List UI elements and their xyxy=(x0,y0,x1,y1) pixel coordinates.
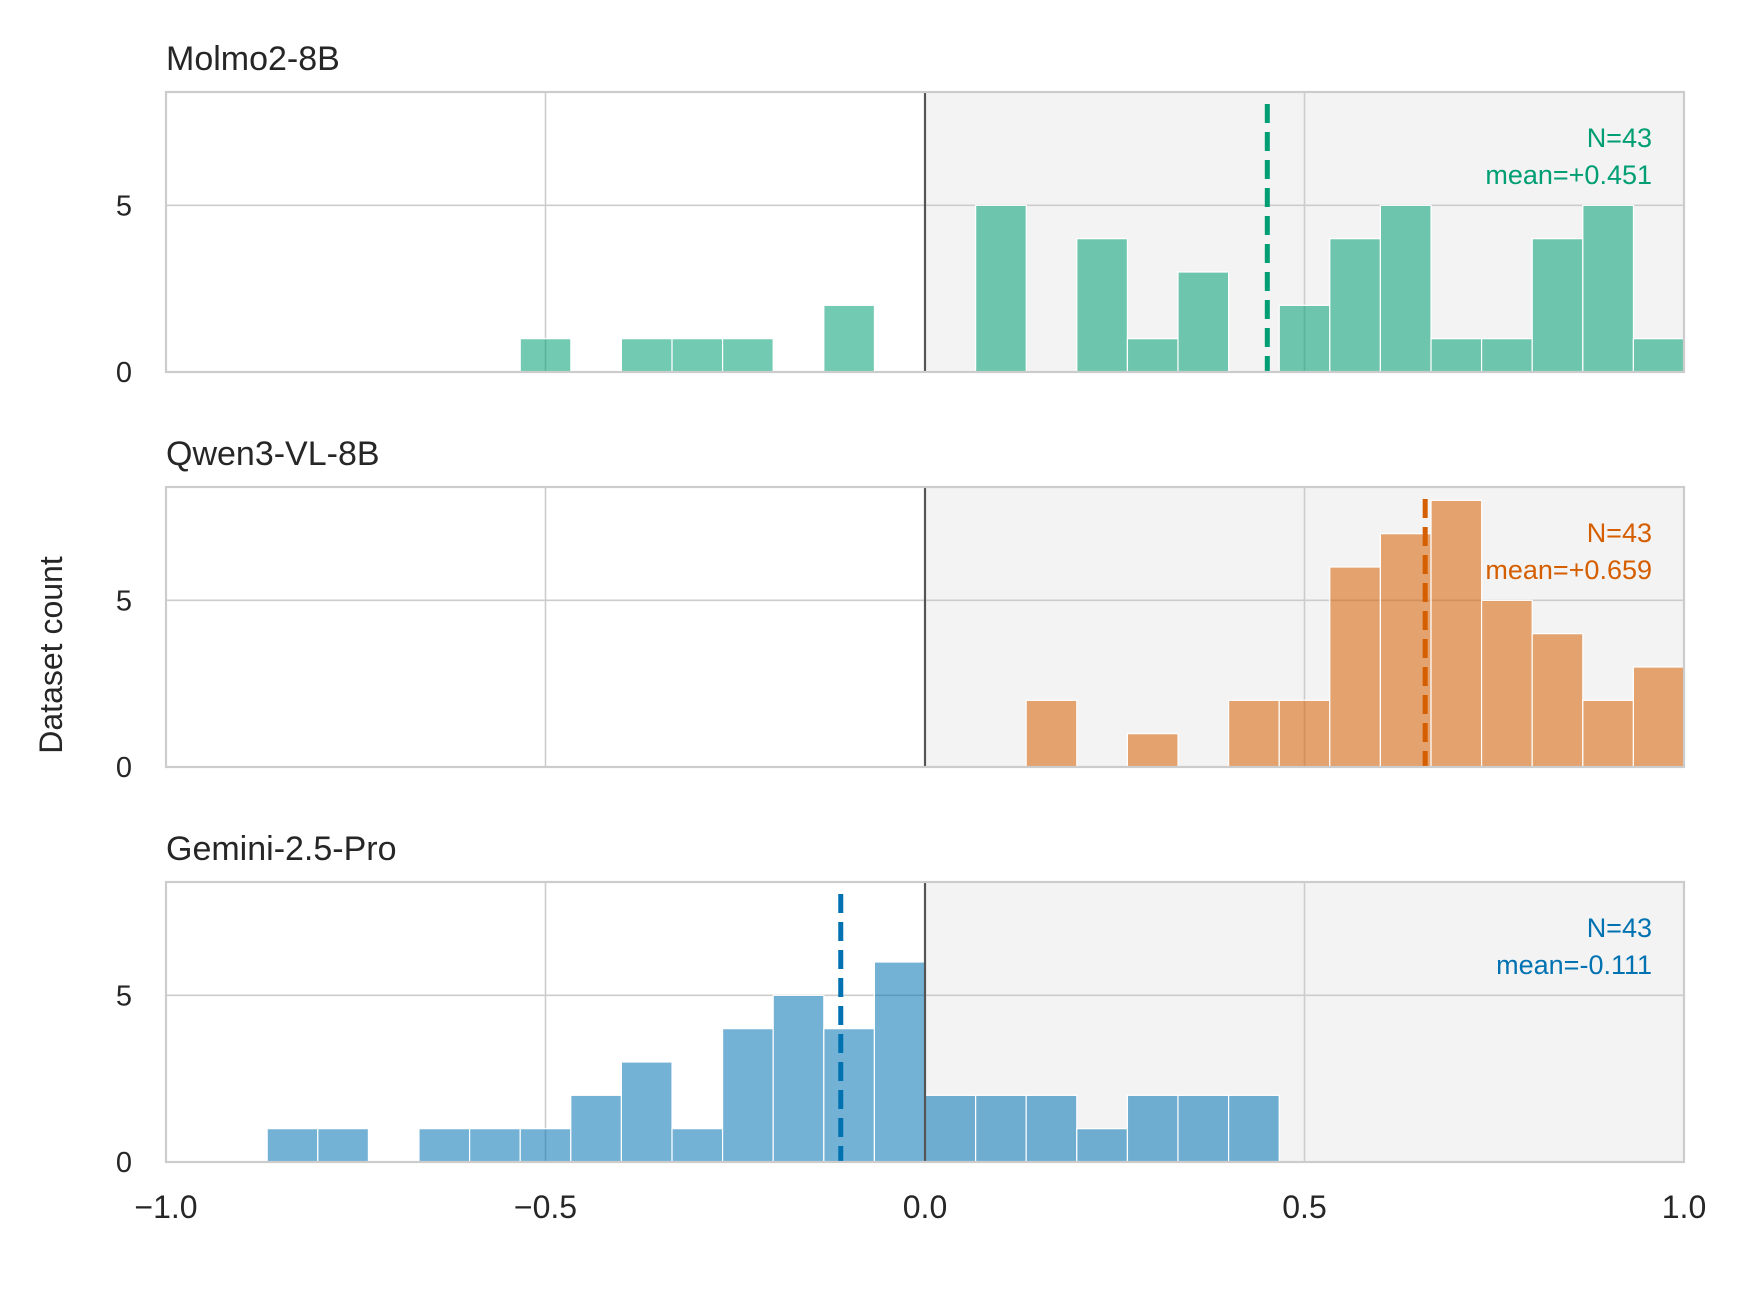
panel-2-bar-10 xyxy=(1582,699,1635,768)
panel-1-bar-10 xyxy=(1278,304,1331,373)
panel-3-bar-1 xyxy=(266,1128,319,1163)
panel-3-bar-8 xyxy=(671,1128,724,1163)
panel-3-bar-13 xyxy=(924,1094,977,1163)
panel-3-ytick-label: 0 xyxy=(116,1147,132,1179)
panel-1-ytick-label: 5 xyxy=(116,190,132,222)
panel-2-title: Qwen3-VL-8B xyxy=(166,435,380,473)
panel-1-bar-7 xyxy=(1076,238,1129,373)
panel-1-frame xyxy=(164,90,1686,374)
panel-1-mean-label: mean=+0.451 xyxy=(1485,160,1652,190)
panel-3-bar-16 xyxy=(1076,1128,1129,1163)
panel-1-bar-17 xyxy=(1632,338,1685,373)
panel-1-bar-15 xyxy=(1531,238,1584,373)
panel-1-ytick-label: 0 xyxy=(116,357,132,389)
panel-1-bar-4 xyxy=(721,338,774,373)
y-axis-label: Dataset count xyxy=(33,556,69,754)
panel-3-bar-19 xyxy=(1227,1094,1280,1163)
panel-3-bar-18 xyxy=(1177,1094,1230,1163)
panel-2-bar-1 xyxy=(1025,699,1078,768)
panel-3-bar-17 xyxy=(1126,1094,1179,1163)
panel-2-bar-7 xyxy=(1430,499,1483,768)
panel-3-ytick-label: 5 xyxy=(116,980,132,1012)
panel-1-title: Molmo2-8B xyxy=(166,40,340,78)
panel-2-bar-11 xyxy=(1632,666,1685,768)
panel-3-bar-2 xyxy=(317,1128,370,1163)
panel-3-bar-11 xyxy=(823,1028,876,1163)
panel-2-bar-2 xyxy=(1126,733,1179,768)
panel-1-bar-16 xyxy=(1582,204,1635,373)
panel-1-bar-13 xyxy=(1430,338,1483,373)
xtick-label: 1.0 xyxy=(1662,1189,1706,1225)
panel-3-title: Gemini-2.5-Pro xyxy=(166,830,397,868)
panel-1-bar-1 xyxy=(519,338,572,373)
xtick-label: −1.0 xyxy=(134,1189,197,1225)
panel-1-bar-12 xyxy=(1379,204,1432,373)
xtick-label: −0.5 xyxy=(514,1189,577,1225)
panel-3-bar-15 xyxy=(1025,1094,1078,1163)
panel-2-ytick-label: 5 xyxy=(116,585,132,617)
panel-3-bar-14 xyxy=(975,1094,1027,1163)
panel-1-bar-5 xyxy=(823,304,876,373)
panel-3-bar-12 xyxy=(873,961,926,1163)
panel-1-n-label: N=43 xyxy=(1587,123,1652,153)
panel-3-bar-10 xyxy=(772,994,825,1163)
xtick-label: 0.0 xyxy=(903,1189,947,1225)
panel-2-bar-8 xyxy=(1480,599,1533,768)
panel-3-bar-3 xyxy=(418,1128,471,1163)
panel-1-bar-14 xyxy=(1480,338,1533,373)
panel-3-bar-9 xyxy=(721,1028,774,1163)
panel-2-ytick-label: 0 xyxy=(116,752,132,784)
panel-2-bar-5 xyxy=(1329,566,1381,768)
panel-3-n-label: N=43 xyxy=(1587,913,1652,943)
panel-2-bar-6 xyxy=(1379,533,1432,768)
panel-3-mean-label: mean=-0.111 xyxy=(1496,950,1652,980)
panel-3-bar-4 xyxy=(469,1128,521,1163)
panel-1-bar-8 xyxy=(1126,338,1179,373)
panel-2-bar-4 xyxy=(1278,699,1331,768)
panel-3-bar-5 xyxy=(519,1128,572,1163)
panel-3-bar-7 xyxy=(620,1061,673,1163)
panel-1-bar-11 xyxy=(1329,238,1381,373)
panel-2-mean-label: mean=+0.659 xyxy=(1485,555,1652,585)
panel-2-frame xyxy=(164,485,1686,769)
panel-2-n-label: N=43 xyxy=(1587,518,1652,548)
panel-1-bar-2 xyxy=(620,338,673,373)
panel-1-bar-6 xyxy=(975,204,1027,373)
panel-2-bar-3 xyxy=(1227,699,1280,768)
panel-1-bar-3 xyxy=(671,338,724,373)
panel-3-frame xyxy=(164,880,1686,1164)
panel-2-bar-9 xyxy=(1531,633,1584,768)
panel-1-bar-9 xyxy=(1177,271,1230,373)
xtick-label: 0.5 xyxy=(1282,1189,1326,1225)
panel-3-bar-6 xyxy=(570,1094,623,1163)
